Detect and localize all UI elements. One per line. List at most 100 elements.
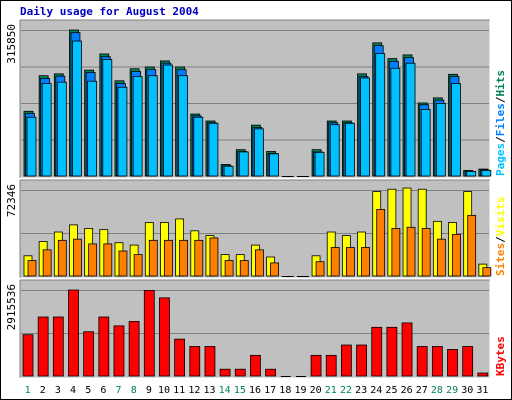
- tick-label: 12: [188, 385, 200, 396]
- tick-label: 20: [310, 385, 322, 396]
- bar: [219, 368, 231, 377]
- bar: [376, 209, 386, 277]
- tick-label: 14: [219, 385, 231, 396]
- bar: [431, 346, 443, 377]
- bar: [451, 83, 461, 177]
- bar: [340, 344, 352, 377]
- tick-label: 2: [40, 385, 46, 396]
- tick-label: 31: [476, 385, 488, 396]
- side-legend: Pages/Files/Hits: [494, 70, 507, 176]
- bar: [314, 152, 325, 177]
- bar: [41, 83, 52, 177]
- bar: [401, 322, 413, 377]
- tick-label: 4: [70, 385, 76, 396]
- tick-label: 30: [461, 385, 473, 396]
- tick-label: 6: [100, 385, 106, 396]
- tick-label: 29: [446, 385, 458, 396]
- bar: [462, 346, 474, 377]
- bar: [375, 53, 386, 177]
- tick-label: 5: [85, 385, 91, 396]
- bar: [83, 331, 95, 377]
- bar: [194, 239, 204, 277]
- tick-label: 8: [131, 385, 137, 396]
- bar: [143, 290, 155, 377]
- tick-label: 17: [264, 385, 276, 396]
- bar: [174, 338, 186, 377]
- bar: [68, 289, 79, 377]
- side-legend: KBytes: [494, 336, 507, 376]
- bar: [159, 297, 170, 377]
- bar: [223, 165, 234, 177]
- bar: [420, 109, 431, 177]
- bar: [234, 368, 246, 377]
- tick-label: 23: [355, 385, 367, 396]
- tick-label: 19: [294, 385, 306, 396]
- bar: [482, 267, 492, 277]
- bar: [481, 170, 492, 177]
- bar: [26, 116, 37, 177]
- series-pages: [26, 40, 492, 177]
- tick-label: 18: [279, 385, 291, 396]
- tick-label: 21: [325, 385, 337, 396]
- tick-label: 11: [173, 385, 185, 396]
- panel-visits_sites: 72346 Sites/Visits: [5, 179, 507, 279]
- series-sites: [27, 209, 492, 277]
- bar: [128, 321, 140, 377]
- tick-label: 25: [385, 385, 397, 396]
- bar: [466, 170, 477, 177]
- legend-kbytes: KBytes: [494, 336, 507, 376]
- bar: [22, 334, 34, 377]
- bar: [87, 80, 98, 177]
- bar: [57, 239, 67, 277]
- bar: [406, 226, 416, 277]
- tick-label: 13: [203, 385, 215, 396]
- bar: [147, 75, 158, 177]
- panel-max-label: 315850: [5, 24, 18, 64]
- bar: [436, 238, 446, 277]
- bar: [265, 368, 276, 377]
- bar: [193, 116, 204, 177]
- bar: [390, 67, 401, 177]
- bar: [250, 354, 261, 377]
- tick-label: 1: [25, 385, 31, 396]
- bar: [329, 124, 340, 177]
- bar: [133, 254, 143, 277]
- bar: [117, 86, 128, 177]
- bar: [254, 128, 264, 177]
- bar: [270, 262, 279, 277]
- chart-title: Daily usage for August 2004: [20, 5, 199, 18]
- bar: [208, 122, 219, 177]
- legend-hits: Hits: [494, 70, 507, 97]
- bar: [73, 238, 82, 277]
- bar: [189, 346, 201, 377]
- bar: [103, 243, 113, 277]
- bar: [178, 75, 189, 177]
- bar: [27, 260, 37, 277]
- legend-sites: Sites: [494, 243, 507, 276]
- bar: [239, 260, 249, 277]
- bar: [132, 76, 143, 177]
- bar: [42, 249, 52, 277]
- tick-label: 10: [158, 385, 170, 396]
- bar: [310, 354, 322, 377]
- bar: [56, 81, 67, 177]
- bar: [255, 249, 264, 277]
- tick-label: 15: [234, 385, 246, 396]
- bar: [148, 239, 158, 277]
- bar: [452, 233, 461, 277]
- tick-label: 24: [370, 385, 382, 396]
- bar: [72, 40, 82, 177]
- bar: [88, 243, 98, 277]
- tick-label: 16: [249, 385, 261, 396]
- series-kbytes: [22, 289, 489, 377]
- bar: [315, 261, 325, 277]
- bar: [356, 344, 367, 377]
- tick-label: 9: [146, 385, 152, 396]
- side-legend: Sites/Visits: [494, 197, 507, 277]
- bar: [37, 316, 49, 377]
- bar: [209, 237, 219, 277]
- bar: [421, 228, 431, 277]
- bar: [224, 260, 234, 277]
- bar: [269, 153, 279, 177]
- legend-pages: Pages: [494, 143, 507, 176]
